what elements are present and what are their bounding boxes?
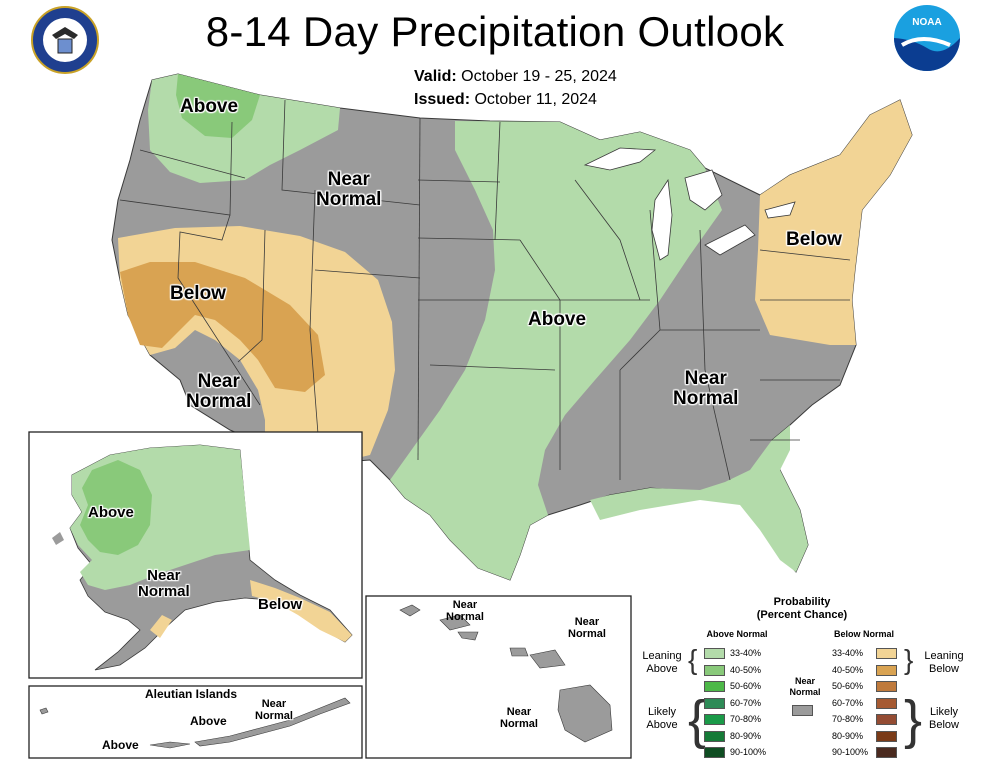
map-label-central-above: Above bbox=[528, 309, 587, 330]
legend-swatch-above bbox=[704, 747, 725, 758]
issued-date: Issued: October 11, 2024 bbox=[414, 91, 597, 109]
legend-swatch-below bbox=[876, 747, 897, 758]
state-boundaries bbox=[119, 99, 851, 481]
legend-title: Probability bbox=[773, 596, 831, 608]
legend-brace-leaning-below: } bbox=[904, 644, 914, 675]
alaska-above-dark bbox=[80, 460, 152, 555]
legend-range-below: 60-70% bbox=[832, 697, 864, 708]
legend-brace-likely-above: { bbox=[688, 690, 707, 750]
legend-swatch-above bbox=[704, 664, 725, 676]
hawaii-label-near-normal-big-island: Near Normal bbox=[500, 706, 538, 730]
legend-near-normal-label: Near Normal bbox=[789, 676, 821, 697]
great-lakes bbox=[583, 147, 796, 261]
legend-range-below: 40-50% bbox=[832, 664, 864, 675]
legend-range-above: 70-80% bbox=[730, 714, 762, 724]
legend-range-below: 33-40% bbox=[832, 648, 864, 658]
issued-label: Issued: bbox=[414, 91, 471, 108]
issued-value: October 11, 2024 bbox=[474, 91, 597, 108]
probability-legend: Probability (Percent Chance) Above Norma… bbox=[632, 596, 982, 761]
legend-range-above: 50-60% bbox=[730, 681, 762, 691]
legend-subtitle: (Percent Chance) bbox=[756, 609, 848, 621]
legend-below-header: Below Normal bbox=[833, 629, 894, 639]
legend-swatch-below bbox=[876, 697, 897, 709]
legend-leaning-below: Leaning Below bbox=[924, 650, 964, 676]
legend-range-below: 70-80% bbox=[832, 714, 864, 724]
legend-swatch-above bbox=[704, 730, 725, 742]
map-label-northeast-below: Below bbox=[786, 229, 842, 250]
valid-value: October 19 - 25, 2024 bbox=[461, 68, 617, 85]
aleutian-label-near-normal: Near Normal bbox=[255, 698, 293, 722]
legend-leaning-above: Leaning Above bbox=[642, 650, 682, 676]
pnw-above-dark bbox=[176, 74, 260, 138]
page-title: 8-14 Day Precipitation Outlook bbox=[205, 8, 785, 55]
aleutian-label-above-west: Above bbox=[102, 738, 139, 752]
alaska-below bbox=[150, 580, 352, 642]
legend-likely-above: Likely Above bbox=[646, 706, 678, 732]
legend-brace-leaning-above: { bbox=[688, 644, 698, 675]
legend-range-above: 33-40% bbox=[730, 648, 762, 658]
alaska-label-near-normal: Near Normal bbox=[138, 567, 190, 600]
legend-swatch-below bbox=[876, 681, 897, 692]
commerce-seal-icon bbox=[31, 6, 99, 74]
legend-range-above: 60-70% bbox=[730, 697, 762, 708]
legend-swatch-above bbox=[704, 714, 725, 725]
legend-range-below: 90-100% bbox=[832, 747, 869, 757]
legend-swatch-near-normal bbox=[792, 705, 813, 716]
legend-range-above: 40-50% bbox=[730, 664, 762, 675]
legend-range-above: 80-90% bbox=[730, 730, 762, 741]
map-label-pnw-above: Above bbox=[180, 96, 239, 117]
legend-swatch-above bbox=[704, 697, 725, 709]
alaska-label-below: Below bbox=[258, 596, 303, 613]
legend-swatch-below bbox=[876, 730, 897, 742]
legend-swatch-below bbox=[876, 714, 897, 725]
alaska-inset bbox=[28, 431, 363, 679]
legend-swatch-below bbox=[876, 664, 897, 676]
hawaii-label-near-normal-northwest: Near Normal bbox=[446, 599, 484, 623]
legend-above-header: Above Normal bbox=[706, 629, 768, 639]
map-label-west-near-normal: Near Normal bbox=[316, 169, 382, 210]
noaa-logo-text: NOAA bbox=[912, 17, 941, 28]
southeast-above bbox=[590, 425, 808, 572]
noaa-logo-icon: NOAA bbox=[894, 5, 960, 71]
legend-brace-likely-below: } bbox=[904, 690, 923, 750]
hawaii-inset bbox=[365, 595, 632, 759]
aleutian-label-above-east: Above bbox=[190, 714, 227, 728]
legend-swatch-below bbox=[876, 648, 897, 659]
map-label-west-below: Below bbox=[170, 283, 226, 304]
legend-range-below: 80-90% bbox=[832, 730, 864, 741]
alaska-peninsula bbox=[52, 532, 64, 545]
alaska-label-above: Above bbox=[88, 504, 134, 521]
aleutian-chain bbox=[39, 697, 351, 749]
northeast-below bbox=[755, 100, 912, 345]
map-label-southwest-near-normal: Near Normal bbox=[186, 371, 252, 412]
aleutian-title: Aleutian Islands bbox=[145, 687, 238, 701]
valid-label: Valid: bbox=[414, 68, 457, 85]
legend-range-above: 90-100% bbox=[730, 747, 767, 757]
legend-swatch-above bbox=[704, 681, 725, 692]
hawaii-islands bbox=[399, 604, 613, 743]
valid-dates: Valid: October 19 - 25, 2024 bbox=[414, 68, 617, 86]
central-above bbox=[390, 121, 722, 580]
legend-range-below: 50-60% bbox=[832, 681, 864, 691]
map-label-southeast-near-normal: Near Normal bbox=[673, 368, 739, 409]
hawaii-label-near-normal-maui: Near Normal bbox=[568, 616, 606, 640]
legend-swatch-above bbox=[704, 648, 725, 659]
aleutian-inset bbox=[28, 685, 363, 759]
legend-likely-below: Likely Below bbox=[929, 706, 959, 732]
west-below-dark bbox=[120, 262, 325, 392]
